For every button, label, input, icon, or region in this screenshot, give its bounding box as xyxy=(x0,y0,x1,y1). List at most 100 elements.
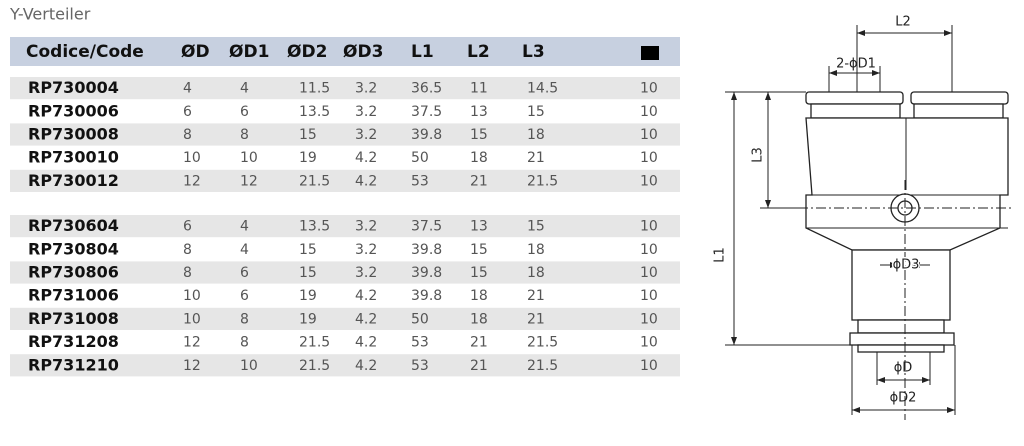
dimension-label: 2-ϕD1 xyxy=(836,57,876,72)
cell: 10 xyxy=(640,358,658,374)
header-cell: ØD2 xyxy=(287,42,327,62)
cell: 18 xyxy=(527,242,545,258)
cell: 13 xyxy=(470,104,488,120)
cell: 12 xyxy=(183,358,201,374)
row-bg xyxy=(10,307,680,330)
title: Y-Verteiler xyxy=(9,5,91,24)
cell: 21 xyxy=(470,335,488,351)
code-cell: RP730010 xyxy=(28,148,119,167)
cell: 15 xyxy=(470,242,488,258)
cell: 21 xyxy=(527,288,545,304)
cell: 4 xyxy=(240,219,249,235)
dimension-label: ϕD2 xyxy=(890,391,917,406)
cell: 15 xyxy=(470,265,488,281)
cell: 39.8 xyxy=(411,242,442,258)
cell: 10 xyxy=(640,104,658,120)
cell: 15 xyxy=(470,127,488,143)
cell: 3.2 xyxy=(355,265,377,281)
cell: 3.2 xyxy=(355,219,377,235)
header-cell: Codice/Code xyxy=(26,42,144,62)
cell: 18 xyxy=(470,150,488,166)
cell: 3.2 xyxy=(355,81,377,97)
cell: 10 xyxy=(640,81,658,97)
cell: 10 xyxy=(183,311,201,327)
cell: 15 xyxy=(527,219,545,235)
cell: 21.5 xyxy=(527,173,558,189)
cell: 11 xyxy=(470,81,488,97)
cell: 53 xyxy=(411,173,429,189)
cell: 21 xyxy=(527,311,545,327)
cell: 13 xyxy=(470,219,488,235)
cell: 8 xyxy=(240,335,249,351)
cell: 39.8 xyxy=(411,288,442,304)
drawing xyxy=(725,25,1012,420)
cell: 21.5 xyxy=(299,335,330,351)
cell: 10 xyxy=(640,242,658,258)
code-cell: RP730804 xyxy=(28,239,119,258)
cell: 21.5 xyxy=(299,173,330,189)
cell: 21.5 xyxy=(299,358,330,374)
cell: 18 xyxy=(527,265,545,281)
cell: 10 xyxy=(640,311,658,327)
code-cell: RP730008 xyxy=(28,125,119,144)
code-cell: RP730806 xyxy=(28,263,119,282)
cell: 21 xyxy=(470,173,488,189)
cell: 39.8 xyxy=(411,265,442,281)
cell: 4 xyxy=(183,81,192,97)
cell: 12 xyxy=(183,173,201,189)
cell: 53 xyxy=(411,335,429,351)
cell: 6 xyxy=(183,104,192,120)
cell: 13.5 xyxy=(299,104,330,120)
row-bg xyxy=(10,261,680,284)
cell: 8 xyxy=(183,242,192,258)
row-bg xyxy=(10,123,680,146)
header-bg xyxy=(10,37,680,66)
cell: 4 xyxy=(240,242,249,258)
cell: 15 xyxy=(527,104,545,120)
cell: 10 xyxy=(183,150,201,166)
cell: 4.2 xyxy=(355,173,377,189)
cell: 21.5 xyxy=(527,335,558,351)
cell: 10 xyxy=(640,335,658,351)
cell: 4.2 xyxy=(355,150,377,166)
row-bg xyxy=(10,354,680,377)
cell: 18 xyxy=(527,127,545,143)
row-bg xyxy=(10,77,680,100)
cell: 10 xyxy=(640,288,658,304)
cell: 13.5 xyxy=(299,219,330,235)
cell: 10 xyxy=(640,127,658,143)
cell: 37.5 xyxy=(411,104,442,120)
code-cell: RP730012 xyxy=(28,171,119,190)
cell: 8 xyxy=(240,127,249,143)
cell: 19 xyxy=(299,150,317,166)
cell: 12 xyxy=(183,335,201,351)
cell: 6 xyxy=(183,219,192,235)
header-cell: L2 xyxy=(467,42,490,62)
row-bg xyxy=(10,215,680,238)
box-icon xyxy=(641,46,659,60)
cell: 4.2 xyxy=(355,358,377,374)
cell: 10 xyxy=(640,173,658,189)
cell: 21.5 xyxy=(527,358,558,374)
cell: 12 xyxy=(240,173,258,189)
cell: 10 xyxy=(240,358,258,374)
header-cell: L1 xyxy=(411,42,434,62)
code-cell: RP731008 xyxy=(28,309,119,328)
cell: 37.5 xyxy=(411,219,442,235)
cell: 11.5 xyxy=(299,81,330,97)
cell: 10 xyxy=(183,288,201,304)
dimension-label: L1 xyxy=(713,247,728,263)
dimension-label: ϕD xyxy=(894,361,913,376)
cell: 10 xyxy=(640,150,658,166)
cell: 18 xyxy=(470,311,488,327)
cell: 6 xyxy=(240,288,249,304)
code-cell: RP730006 xyxy=(28,101,119,120)
cell: 3.2 xyxy=(355,127,377,143)
cell: 4.2 xyxy=(355,288,377,304)
code-cell: RP731006 xyxy=(28,286,119,305)
cell: 10 xyxy=(240,150,258,166)
cell: 4.2 xyxy=(355,335,377,351)
code-cell: RP730004 xyxy=(28,78,119,97)
cell: 15 xyxy=(299,127,317,143)
